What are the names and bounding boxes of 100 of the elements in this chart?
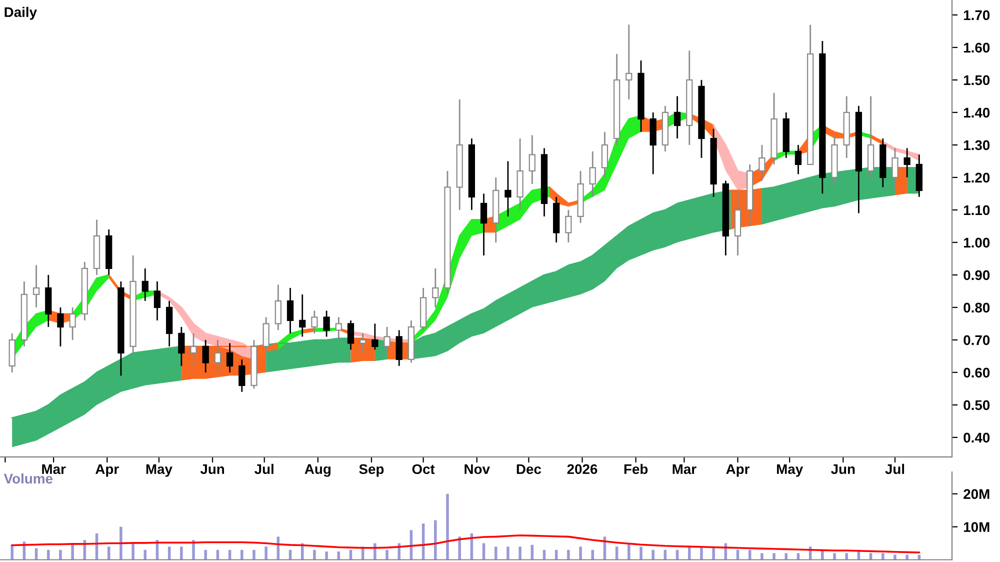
bar [833, 553, 836, 560]
bar [506, 546, 510, 560]
candlestick [274, 284, 282, 331]
candlestick [214, 339, 222, 374]
x-tick-label: Jun [200, 464, 224, 474]
y-tick-label: 0.40 [964, 432, 990, 443]
x-tick-label: Apr [726, 464, 750, 477]
x-tick-label: Jul [885, 464, 904, 474]
y-tick-label: 1.20 [964, 172, 990, 183]
bar [567, 550, 570, 560]
chart-title: Daily [4, 6, 37, 20]
x-tick-label: Nov [464, 464, 490, 474]
candlestick [335, 316, 342, 341]
candlestick [480, 192, 488, 256]
candlestick [323, 310, 330, 338]
candlestick [226, 342, 234, 374]
x-tick-label: Sep [359, 464, 384, 477]
y-tick-label: 10M [964, 522, 990, 532]
bar [760, 553, 764, 560]
candlestick [892, 147, 898, 192]
x-tick-label: May [146, 464, 172, 477]
candlestick [432, 268, 439, 308]
x-tick-label: 2026 [567, 464, 598, 474]
x-tick-label: Oct [412, 464, 435, 474]
candlestick [794, 144, 802, 175]
bar [46, 550, 50, 560]
candlestick [347, 320, 354, 350]
candlestick [178, 326, 185, 367]
bar [458, 536, 461, 560]
bar [120, 526, 122, 560]
candlestick [384, 326, 390, 354]
bar [386, 550, 388, 560]
bar [204, 550, 207, 560]
y-tick-label: 1.10 [964, 205, 990, 216]
y-tick-label: 0.80 [964, 302, 990, 313]
bar [71, 543, 74, 560]
x-tick-label: Jun [831, 464, 855, 474]
line-series [11, 534, 920, 554]
bar [628, 543, 630, 560]
candlestick [396, 329, 402, 367]
bar [192, 540, 195, 560]
candlestick [311, 310, 318, 334]
y-tick-label: 1.50 [964, 75, 990, 86]
y-tick-label: 20M [964, 489, 990, 499]
candlestick [601, 131, 608, 178]
candlestick [528, 134, 536, 185]
x-tick-label: Mar [672, 464, 696, 474]
y-tick-label: 1.30 [964, 140, 990, 150]
bar [132, 543, 134, 560]
x-tick-label: Feb [624, 464, 648, 474]
bar [434, 520, 437, 560]
bar [240, 550, 244, 560]
bar [652, 550, 654, 560]
candlestick [154, 280, 161, 322]
candlestick [299, 294, 306, 338]
x-tick-label: Dec [516, 464, 542, 474]
bar [688, 546, 691, 560]
candlestick [626, 24, 632, 100]
y-tick-label: 0.90 [964, 270, 990, 280]
candlestick [32, 264, 40, 308]
bar [579, 546, 582, 560]
candlestick [69, 306, 76, 341]
candlestick [589, 150, 596, 198]
candlestick [190, 332, 197, 367]
x-tick-label: May [777, 464, 804, 477]
candlestick [57, 306, 64, 348]
candlestick [238, 358, 246, 393]
candlestick [504, 160, 512, 218]
candlestick [360, 332, 366, 354]
bar [264, 546, 268, 560]
bar [10, 544, 14, 560]
candlestick [674, 95, 681, 140]
candlestick [565, 209, 572, 244]
bar [640, 546, 642, 560]
candlestick [758, 144, 766, 182]
bar [518, 546, 522, 560]
y-tick-label: 1.40 [964, 108, 990, 118]
bar [325, 552, 328, 560]
y-tick-label: 0.60 [964, 368, 990, 378]
candlestick [142, 268, 148, 302]
bar [180, 546, 183, 560]
bar [446, 494, 449, 560]
x-tick-label: Apr [96, 464, 119, 477]
bar [591, 550, 594, 560]
y-tick-label: 0.70 [964, 335, 990, 346]
bar [772, 553, 776, 560]
y-tick-label: 1.60 [964, 42, 990, 53]
y-tick-label: 0.50 [964, 400, 990, 410]
candlestick [286, 287, 294, 334]
bar [313, 550, 316, 560]
bar [252, 550, 256, 560]
x-tick-label: Aug [304, 464, 330, 477]
y-tick-label: 1.70 [964, 10, 990, 20]
chart-title: Volume [4, 473, 52, 484]
bar [845, 553, 848, 560]
bar [494, 546, 498, 560]
bar [882, 553, 884, 560]
candlestick [202, 339, 209, 374]
candlestick [372, 322, 378, 350]
x-tick-label: Mar [42, 464, 66, 474]
